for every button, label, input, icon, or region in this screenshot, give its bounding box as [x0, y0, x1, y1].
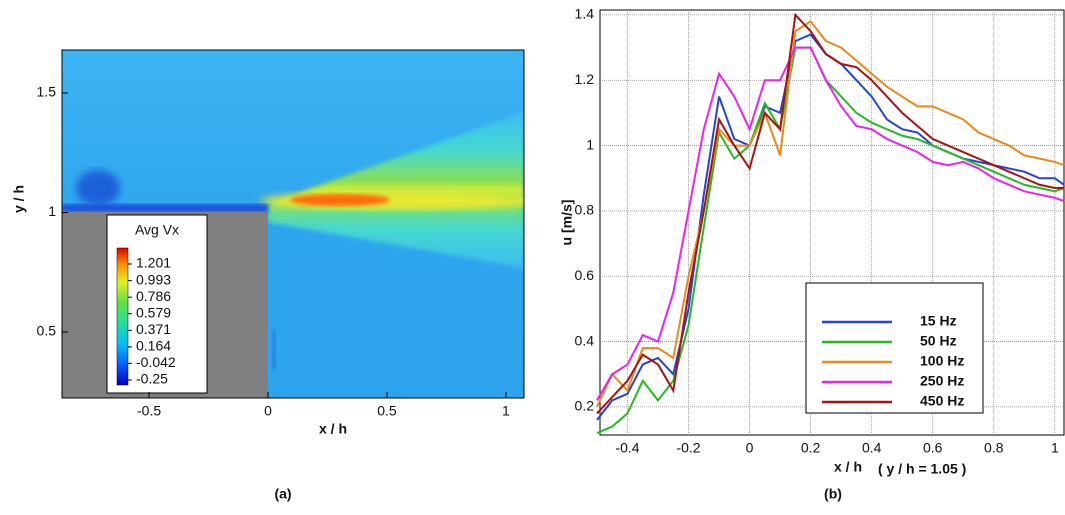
legend-label: 250 Hz [920, 373, 964, 389]
x-axis-note: ( y / h = 1.05 ) [878, 461, 966, 477]
y-axis-label: y / h [11, 185, 27, 213]
colorbar-label: 1.201 [136, 255, 171, 271]
x-tick-label: 0.6 [923, 440, 943, 456]
legend-label: 100 Hz [920, 353, 964, 369]
y-tick-label: 0.4 [575, 332, 595, 348]
x-tick-label: 1 [1051, 440, 1059, 456]
y-tick-label: 0.8 [575, 202, 595, 218]
y-tick-label: 1.5 [37, 84, 57, 100]
series-line [596, 12, 1064, 415]
colorbar-label: 0.786 [136, 288, 171, 304]
y-tick-label: 0.6 [575, 267, 595, 283]
colorbar [116, 247, 129, 386]
legend-label: 450 Hz [920, 393, 964, 409]
x-tick-label: -0.4 [615, 440, 639, 456]
x-tick-label: -0.5 [137, 403, 161, 419]
colorbar-title: Avg Vx [135, 222, 179, 238]
y-tick-label: 1.4 [575, 6, 595, 22]
legend-box [805, 282, 984, 414]
colorbar-label: 0.993 [136, 271, 171, 287]
x-axis-label: x / h [319, 421, 347, 437]
caption: (a) [274, 486, 291, 502]
x-tick-label: 0 [264, 403, 272, 419]
y-tick-label: 1 [586, 136, 594, 152]
y-tick-label: 1.2 [575, 71, 595, 87]
x-tick-label: 0 [746, 440, 754, 456]
colorbar-label: 0.579 [136, 304, 171, 320]
plot-frame [599, 9, 1065, 436]
y-tick-label: 0.2 [575, 398, 595, 414]
y-tick-label: 0.5 [37, 323, 57, 339]
y-tick-label: 1 [48, 203, 56, 219]
colorbar-label: -0.25 [136, 371, 168, 387]
legend-label: 15 Hz [920, 313, 957, 329]
colorbar-label: 0.164 [136, 338, 171, 354]
colorbar-label: -0.042 [136, 354, 176, 370]
x-tick-label: 0.2 [801, 440, 821, 456]
x-tick-label: 0.8 [984, 440, 1004, 456]
colorbar-label: 0.371 [136, 321, 171, 337]
legend-label: 50 Hz [920, 333, 957, 349]
series-line [596, 46, 1065, 401]
series-line [596, 20, 1065, 408]
plot-frame [61, 49, 525, 399]
x-tick-label: 0.5 [377, 403, 397, 419]
y-axis-label: u [m/s] [559, 200, 575, 246]
x-tick-label: -0.2 [676, 440, 700, 456]
caption: (b) [824, 486, 842, 502]
x-tick-label: 0.4 [862, 440, 882, 456]
x-axis-label: x / h [834, 459, 862, 475]
x-tick-label: 1 [502, 403, 510, 419]
